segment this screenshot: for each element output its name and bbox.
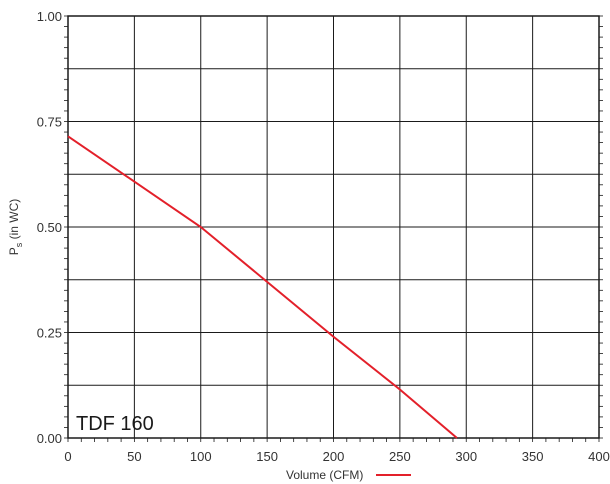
x-tick-label: 400 [588,449,610,464]
series-layer [67,135,458,439]
y-axis-label: Ps (in WC) [7,199,24,256]
y-axis-label-main: P [7,247,21,255]
y-tick-label: 1.00 [37,9,62,24]
x-tick-label: 50 [127,449,141,464]
series-line [67,135,458,439]
x-tick-label: 150 [256,449,278,464]
x-tick-label: 300 [455,449,477,464]
x-axis-label: Volume (CFM) [286,468,363,482]
y-axis-label-subscript: s [14,242,24,247]
y-axis-label-rest: (in WC) [7,199,21,243]
y-tick-label: 0.00 [37,431,62,446]
x-tick-label: 100 [190,449,212,464]
x-tick-label: 0 [64,449,71,464]
y-tick-label: 0.50 [37,220,62,235]
x-tick-label: 250 [389,449,411,464]
y-axis-ticks: 0.00 0.25 0.50 0.75 1.00 [37,9,603,446]
y-tick-label: 0.25 [37,326,62,341]
x-tick-label: 200 [323,449,345,464]
grid [67,15,600,439]
chart-annotation: TDF 160 [76,413,154,435]
x-tick-label: 350 [522,449,544,464]
x-axis-ticks: 0 50 100 150 200 250 300 350 400 [64,438,610,464]
y-tick-label: 0.75 [37,115,62,130]
